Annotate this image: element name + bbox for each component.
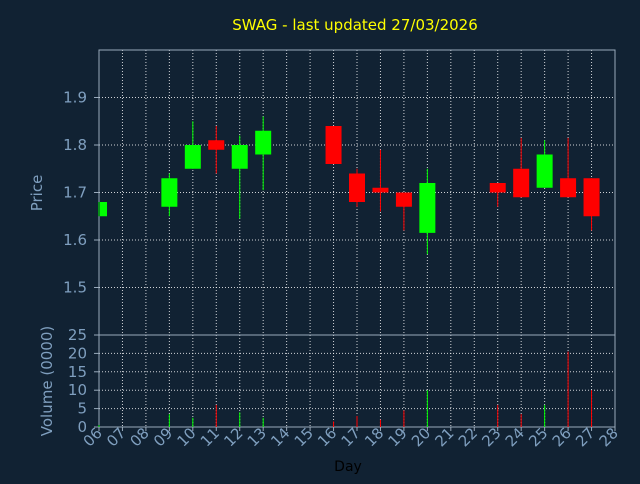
candle-body-24 (513, 168, 530, 198)
price-tick-label: 1.7 (63, 184, 87, 202)
candle-body-09 (161, 178, 178, 207)
volume-tick-label: 15 (68, 363, 87, 381)
price-axis-label: Price (28, 175, 46, 212)
candle-body-10 (184, 145, 201, 169)
volume-tick-label: 20 (68, 344, 87, 362)
candle-body-23 (489, 183, 506, 193)
price-tick-label: 1.8 (63, 136, 87, 154)
price-tick-label: 1.6 (63, 231, 87, 249)
candle-body-12 (231, 145, 248, 169)
candle-body-19 (395, 192, 412, 207)
candle-body-16 (325, 126, 342, 164)
candle-body-20 (419, 183, 436, 233)
candle-body-13 (255, 130, 272, 155)
candle-body-26 (560, 178, 577, 198)
volume-tick-label: 25 (68, 326, 87, 344)
candle-body-25 (536, 154, 553, 188)
x-axis-label: Day (334, 459, 362, 475)
price-tick-label: 1.9 (63, 89, 87, 107)
volume-axis-label: Volume (0000) (38, 326, 56, 436)
candle-body-11 (208, 140, 225, 150)
candle-body-27 (583, 178, 600, 217)
volume-tick-label: 0 (77, 418, 87, 436)
chart-title: SWAG - last updated 27/03/2026 (232, 16, 478, 34)
volume-tick-label: 5 (77, 400, 87, 418)
price-tick-label: 1.5 (63, 279, 87, 297)
candle-body-18 (372, 187, 389, 193)
price-panel: 1.5 1.6 1.7 1.8 1.9 (63, 49, 616, 336)
candle-body-17 (349, 173, 365, 202)
candle-body-06 (100, 202, 107, 217)
volume-tick-label: 10 (68, 381, 87, 399)
